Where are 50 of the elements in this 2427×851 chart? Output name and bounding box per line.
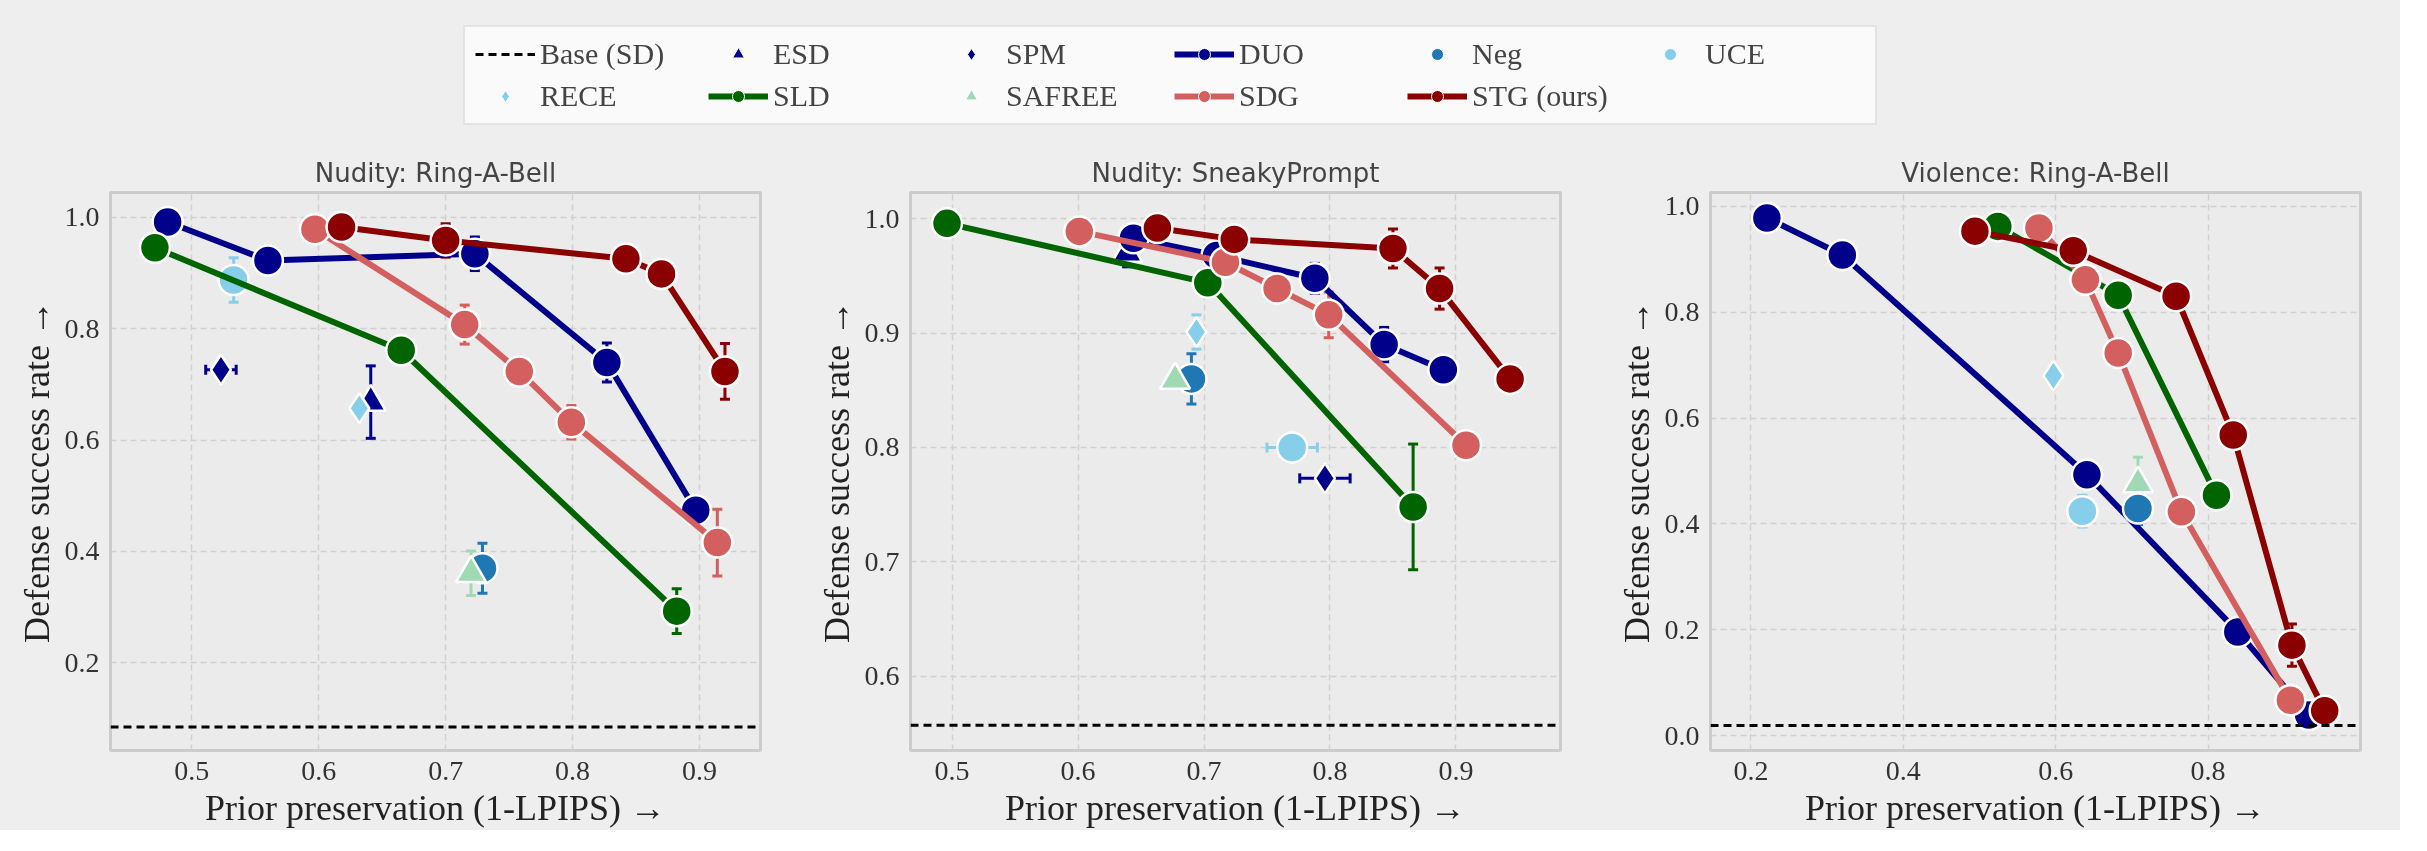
y-tick-label: 0.8 [64, 312, 100, 344]
legend-label: SLD [773, 79, 831, 113]
y-tick-label: 0.6 [1664, 402, 1700, 434]
y-tick-label: 1.0 [64, 201, 100, 233]
y-tick-label: 0.0 [1664, 719, 1700, 751]
x-axis-title: Prior preservation (1-LPIPS) → [205, 787, 666, 828]
x-tick-label: 0.4 [1885, 754, 1921, 786]
chart-title: Violence: Ring-A-Bell [1901, 157, 2170, 188]
y-tick-label: 1.0 [864, 202, 900, 234]
legend-label: Neg [1472, 37, 1523, 71]
x-tick-label: 0.6 [2038, 754, 2074, 786]
x-tick-label: 0.5 [934, 754, 970, 786]
x-tick-label: 0.7 [1186, 754, 1222, 786]
legend-label: SDG [1239, 79, 1300, 113]
y-tick-label: 0.9 [864, 317, 900, 349]
y-tick-label: 0.6 [864, 660, 900, 692]
x-tick-label: 0.8 [2190, 754, 2226, 786]
x-tick-label: 0.5 [174, 754, 210, 786]
y-axis-title: Defense success rate → [816, 300, 857, 643]
x-tick-label: 0.9 [682, 754, 718, 786]
y-axis-title: Defense success rate → [16, 300, 57, 643]
x-tick-label: 0.9 [1438, 754, 1474, 786]
chart-title: Nudity: SneakyPrompt [1091, 157, 1380, 188]
legend-label: STG (ours) [1472, 79, 1609, 113]
x-tick-label: 0.8 [1312, 754, 1348, 786]
chart-title: Nudity: Ring-A-Bell [314, 157, 557, 188]
x-tick-label: 0.2 [1733, 754, 1769, 786]
legend-label: SAFREE [1006, 79, 1119, 113]
y-tick-label: 1.0 [1664, 190, 1700, 222]
legend-label: UCE [1705, 37, 1766, 71]
y-tick-label: 0.2 [64, 646, 100, 678]
x-tick-label: 0.8 [555, 754, 591, 786]
legend-label: RECE [540, 79, 618, 113]
legend-label: SPM [1006, 37, 1068, 71]
x-tick-label: 0.6 [1060, 754, 1096, 786]
x-tick-label: 0.7 [428, 754, 464, 786]
legend-label: Base (SD) [540, 37, 666, 71]
x-axis-title: Prior preservation (1-LPIPS) → [1805, 787, 2266, 828]
y-axis-title: Defense success rate → [1616, 300, 1657, 643]
x-tick-label: 0.6 [301, 754, 337, 786]
y-tick-label: 0.7 [864, 545, 900, 577]
legend-label: ESD [773, 37, 831, 71]
legend-label: DUO [1239, 37, 1305, 71]
y-tick-label: 0.4 [64, 535, 100, 567]
y-tick-label: 0.6 [64, 424, 100, 455]
y-tick-label: 0.8 [864, 431, 900, 463]
y-tick-label: 0.2 [1664, 613, 1700, 645]
x-axis-title: Prior preservation (1-LPIPS) → [1005, 787, 1466, 828]
y-tick-label: 0.8 [1664, 296, 1700, 328]
y-tick-label: 0.4 [1664, 507, 1700, 539]
